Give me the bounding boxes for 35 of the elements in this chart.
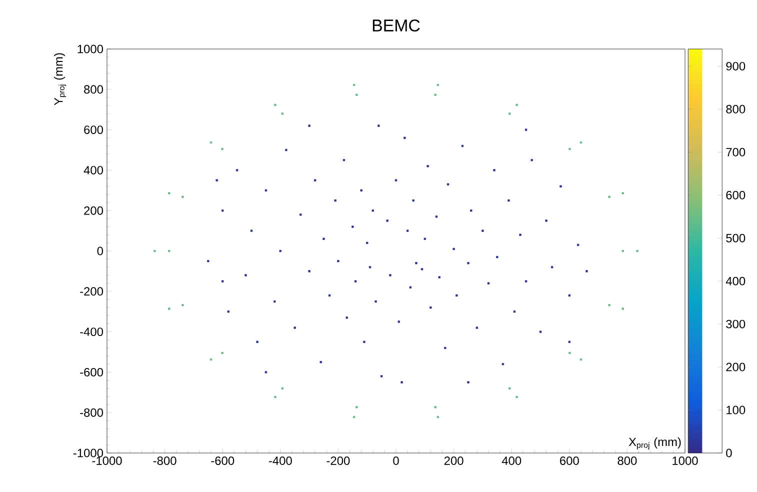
- y-axis-title: Y$_{proj}$ (mm): [54, 53, 66, 106]
- y-tick-label: -400: [80, 328, 104, 336]
- color-bar-label: 200: [726, 362, 746, 372]
- x-tick-label: -600: [211, 456, 234, 465]
- x-axis-title: X$_{proj}$ (mm): [628, 437, 681, 450]
- color-bar-label: 0: [726, 448, 732, 458]
- y-tick-label: 200: [84, 206, 104, 215]
- x-tick-label: -200: [326, 456, 350, 465]
- x-tick-label: -1000: [92, 456, 122, 465]
- x-tick-label: -800: [153, 456, 176, 465]
- x-tick-label: -400: [268, 456, 292, 465]
- x-tick-label: 400: [502, 456, 522, 465]
- color-bar-label: 800: [726, 104, 746, 114]
- color-bar-label: 700: [726, 148, 746, 156]
- x-tick-label: 0: [393, 456, 399, 465]
- y-tick-label: 800: [84, 85, 104, 94]
- color-bar-label: 400: [726, 276, 746, 286]
- color-bar-label: 900: [726, 62, 746, 70]
- x-tick-label: 800: [618, 456, 637, 465]
- x-tick-label: 200: [444, 456, 464, 465]
- color-bar-label: 500: [726, 234, 746, 242]
- y-tick-label: 0: [97, 246, 104, 256]
- y-tick-label: 1000: [78, 44, 104, 54]
- color-bar-label: 100: [726, 406, 746, 414]
- x-tick-label: 1000: [672, 456, 698, 465]
- y-tick-label: -1000: [73, 448, 104, 458]
- color-bar-label: 300: [726, 320, 746, 328]
- y-tick-label: 400: [84, 166, 104, 174]
- chart-title: BEMC: [372, 20, 420, 32]
- y-tick-label: -800: [80, 408, 104, 417]
- y-tick-label: 600: [84, 126, 104, 134]
- x-tick-label: 600: [560, 456, 579, 465]
- y-tick-label: -600: [80, 368, 104, 376]
- y-tick-label: -200: [80, 287, 104, 296]
- color-bar-label: 600: [726, 190, 746, 200]
